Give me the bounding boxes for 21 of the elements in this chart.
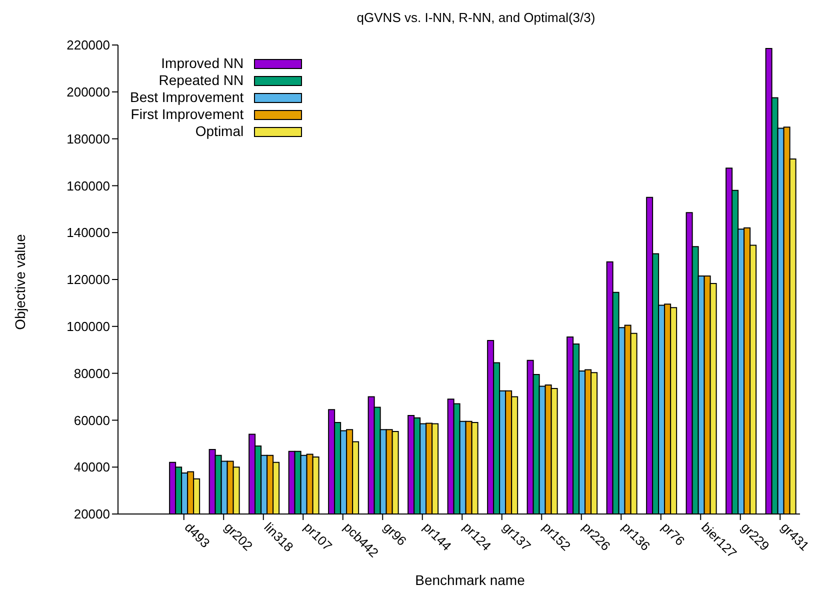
x-axis-title: Benchmark name [415, 572, 525, 588]
y-tick-label: 20000 [74, 506, 110, 522]
y-tick-label: 120000 [66, 272, 110, 288]
x-tick-label: pr76 [658, 520, 688, 549]
y-tick-label: 180000 [66, 131, 110, 146]
y-tick-label: 40000 [74, 460, 110, 475]
y-tick-label: 100000 [66, 319, 110, 334]
x-tick-label: gr96 [380, 520, 410, 549]
legend-label: Repeated NN [158, 72, 244, 89]
y-tick-label: 60000 [74, 412, 110, 428]
y-tick-label: 80000 [74, 366, 110, 381]
chart-title: qGVNS vs. I-NN, R-NN, and Optimal(3/3) [356, 10, 596, 25]
y-tick-label: 200000 [66, 84, 110, 100]
y-tick-label: 160000 [66, 178, 110, 194]
legend-label: First Improvement [130, 106, 244, 123]
y-axis-title: Objective value [12, 234, 28, 330]
legend-label: Best Improvement [130, 89, 244, 106]
y-tick-label: 220000 [66, 38, 110, 53]
legend-label: Optimal [195, 123, 244, 140]
y-tick-label: 140000 [66, 225, 110, 240]
legend-label: Improved NN [161, 55, 244, 72]
